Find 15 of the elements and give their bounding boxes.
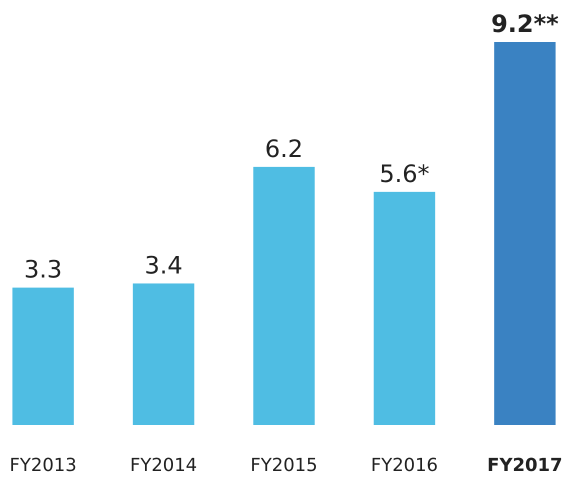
bar (374, 192, 436, 425)
data-label: 3.3 (24, 256, 62, 284)
data-label: 3.4 (144, 251, 183, 280)
data-label: 5.6* (379, 160, 430, 188)
x-tick-label: FY2016 (370, 455, 438, 476)
x-tick-label: FY2014 (130, 455, 198, 476)
bar (12, 288, 74, 425)
data-label: 9.2** (491, 10, 560, 38)
bar (132, 283, 194, 425)
data-label: 6.2 (264, 134, 304, 163)
x-tick-label: FY2017 (487, 455, 563, 476)
x-tick-label: FY2013 (10, 455, 77, 476)
x-tick-label: FY2015 (250, 455, 318, 476)
bar (494, 42, 556, 425)
bar (253, 166, 315, 425)
